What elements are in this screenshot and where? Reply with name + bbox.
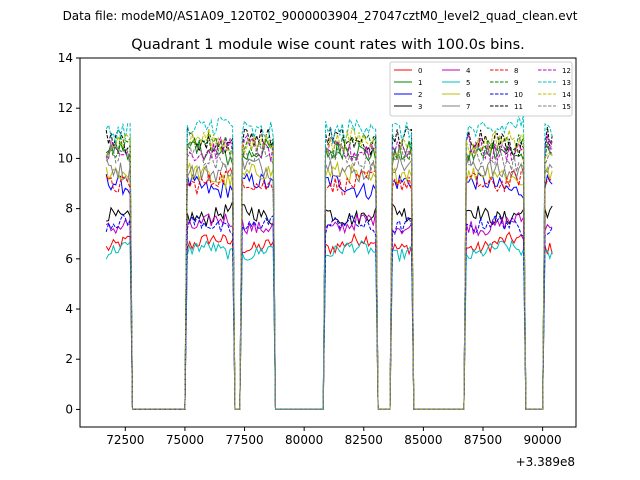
legend-label-0: 0 [418, 67, 422, 75]
legend-label-8: 8 [514, 67, 518, 75]
y-tick-label: 6 [65, 252, 73, 266]
legend-label-7: 7 [466, 103, 470, 111]
x-tick-label: 85000 [404, 433, 442, 447]
legend-label-9: 9 [514, 79, 518, 87]
legend-label-2: 2 [418, 91, 422, 99]
figure-suptitle: Data file: modeM0/AS1A09_120T02_90000039… [63, 9, 578, 23]
legend-label-11: 11 [514, 103, 523, 111]
chart-figure: Data file: modeM0/AS1A09_120T02_90000039… [0, 0, 640, 480]
legend-label-3: 3 [418, 103, 422, 111]
legend-label-5: 5 [466, 79, 470, 87]
y-tick-label: 10 [58, 151, 73, 165]
y-tick-label: 0 [65, 402, 73, 416]
y-tick-label: 8 [65, 202, 73, 216]
x-tick-label: 72500 [106, 433, 144, 447]
x-offset-label: +3.389e8 [516, 455, 575, 469]
x-tick-label: 77500 [225, 433, 263, 447]
legend-label-13: 13 [562, 79, 571, 87]
x-tick-label: 82500 [345, 433, 383, 447]
legend-label-1: 1 [418, 79, 422, 87]
y-tick-label: 12 [58, 101, 73, 115]
y-tick-label: 2 [65, 352, 73, 366]
chart-title: Quadrant 1 module wise count rates with … [131, 37, 525, 53]
legend-label-4: 4 [466, 67, 471, 75]
x-tick-label: 75000 [166, 433, 204, 447]
y-tick-label: 4 [65, 302, 73, 316]
x-tick-label: 90000 [524, 433, 562, 447]
x-tick-label: 80000 [285, 433, 323, 447]
legend-label-10: 10 [514, 91, 523, 99]
legend-label-12: 12 [562, 67, 571, 75]
x-tick-label: 87500 [464, 433, 502, 447]
legend-label-14: 14 [562, 91, 571, 99]
legend-label-6: 6 [466, 91, 471, 99]
y-tick-label: 14 [58, 51, 73, 65]
legend-label-15: 15 [562, 103, 571, 111]
